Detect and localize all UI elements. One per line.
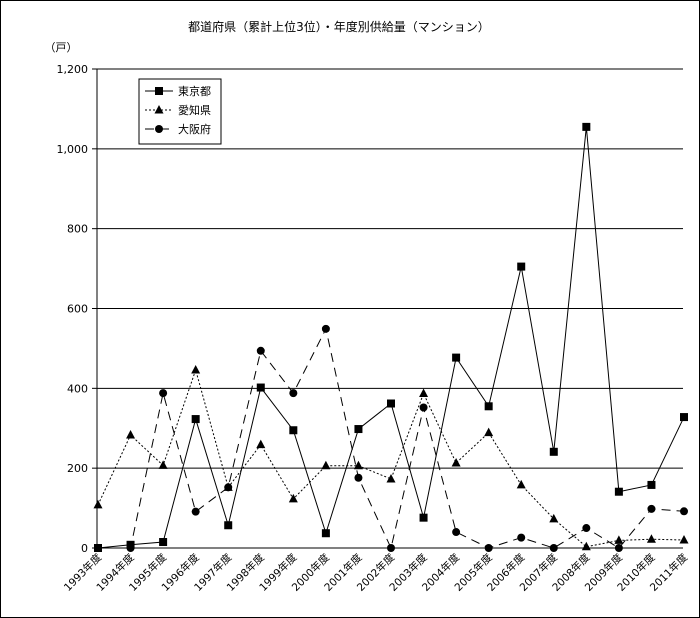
data-point-square xyxy=(155,87,163,95)
y-axis-unit-label: （戸） xyxy=(45,41,78,54)
y-tick-label: 200 xyxy=(67,462,88,475)
y-tick-label: 1,000 xyxy=(57,143,89,156)
data-point-square xyxy=(159,538,168,547)
data-point-triangle xyxy=(126,430,136,439)
data-point-triangle xyxy=(256,439,266,449)
legend-item: 東京都 xyxy=(145,84,211,98)
grid-layer xyxy=(97,68,683,469)
data-point-triangle xyxy=(158,460,168,469)
data-point-triangle xyxy=(386,473,396,483)
data-point-square xyxy=(224,521,233,530)
data-point-triangle xyxy=(353,460,363,470)
y-tick-label: 1,200 xyxy=(57,63,89,76)
data-point-square xyxy=(647,480,656,489)
data-point-square xyxy=(549,447,558,456)
y-tick-label: 600 xyxy=(67,303,88,316)
data-point-square xyxy=(484,402,493,411)
data-point-triangle xyxy=(288,493,298,503)
data-point-circle xyxy=(289,389,298,398)
data-point-circle xyxy=(256,346,265,355)
data-point-square xyxy=(419,513,428,522)
data-point-circle xyxy=(224,483,233,492)
data-point-circle xyxy=(680,507,688,516)
data-point-square xyxy=(517,262,526,271)
data-point-circle xyxy=(94,544,102,552)
data-point-square xyxy=(289,426,298,435)
legend-box xyxy=(138,78,222,145)
series-square xyxy=(94,122,688,552)
series-triangle xyxy=(93,364,689,551)
data-point-square xyxy=(321,529,330,538)
data-point-triangle xyxy=(93,499,103,509)
data-point-triangle xyxy=(614,535,624,544)
data-point-triangle xyxy=(549,513,559,523)
data-point-triangle xyxy=(419,388,429,398)
data-point-circle xyxy=(126,544,135,552)
series-line xyxy=(97,368,685,548)
series-line xyxy=(98,327,685,550)
series-line xyxy=(97,126,685,549)
data-point-circle xyxy=(321,324,330,333)
data-point-square xyxy=(680,413,688,422)
data-point-triangle xyxy=(451,457,461,467)
data-point-square xyxy=(452,353,461,362)
legend-label: 東京都 xyxy=(178,84,211,98)
data-point-circle xyxy=(354,473,363,482)
data-point-circle xyxy=(419,403,428,412)
data-point-square xyxy=(387,399,395,408)
data-point-square xyxy=(256,383,265,392)
series-circle xyxy=(94,324,688,552)
data-point-circle xyxy=(191,507,200,516)
series-layer xyxy=(93,122,689,552)
data-point-triangle xyxy=(154,105,164,114)
data-point-circle xyxy=(159,389,168,398)
data-point-triangle xyxy=(516,479,526,489)
y-tick-label: 800 xyxy=(67,223,88,236)
data-point-triangle xyxy=(191,364,201,374)
data-point-circle xyxy=(614,544,623,552)
y-tick-label: 0 xyxy=(81,542,88,555)
data-point-circle xyxy=(549,544,558,552)
y-tick-label: 400 xyxy=(67,382,88,395)
data-point-circle xyxy=(517,533,526,542)
data-point-square xyxy=(582,122,591,131)
data-point-circle xyxy=(484,544,493,552)
data-point-circle xyxy=(647,504,656,513)
data-point-triangle xyxy=(321,460,331,470)
data-point-square xyxy=(354,425,363,434)
legend-item: 大阪府 xyxy=(145,122,211,136)
data-point-circle xyxy=(387,544,395,552)
data-point-triangle xyxy=(484,427,494,437)
data-point-circle xyxy=(452,528,461,537)
data-point-triangle xyxy=(581,541,591,551)
data-point-square xyxy=(191,415,200,424)
data-point-triangle xyxy=(679,535,689,544)
data-point-triangle xyxy=(646,534,656,543)
chart-title: 都道府県（累計上位3位）・年度別供給量（マンション） xyxy=(188,19,490,34)
legend-label: 愛知県 xyxy=(178,103,211,117)
data-point-circle xyxy=(582,524,591,533)
data-point-square xyxy=(614,487,623,496)
legend-label: 大阪府 xyxy=(178,122,211,136)
data-point-circle xyxy=(155,125,163,133)
legend-item: 愛知県 xyxy=(145,103,211,117)
